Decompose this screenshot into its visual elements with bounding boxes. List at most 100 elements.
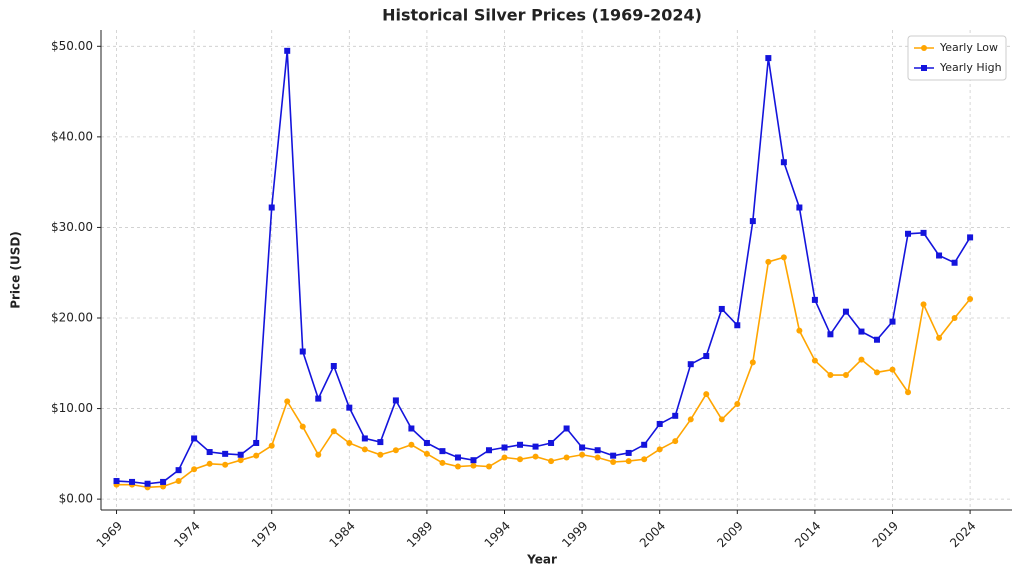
marker xyxy=(423,450,430,457)
x-tick-label: 2019 xyxy=(870,519,901,550)
marker xyxy=(113,478,120,485)
marker xyxy=(408,425,415,432)
marker xyxy=(656,446,663,453)
marker xyxy=(160,478,167,485)
marker xyxy=(361,446,368,453)
marker xyxy=(517,441,524,448)
marker xyxy=(485,447,492,454)
legend-label: Yearly Low xyxy=(939,41,998,54)
x-tick-label: 1994 xyxy=(482,519,513,550)
y-tick-label: $30.00 xyxy=(51,220,93,234)
marker xyxy=(268,204,275,211)
marker xyxy=(175,478,182,485)
marker xyxy=(951,259,958,266)
marker xyxy=(206,460,213,467)
marker xyxy=(811,357,818,364)
marker xyxy=(284,398,291,405)
marker xyxy=(625,449,632,456)
marker xyxy=(408,441,415,448)
marker xyxy=(920,229,927,236)
marker xyxy=(734,401,741,408)
x-axis-label: Year xyxy=(526,553,557,567)
marker xyxy=(579,451,586,458)
marker xyxy=(361,435,368,442)
y-tick-label: $0.00 xyxy=(59,492,93,506)
marker xyxy=(780,159,787,166)
marker xyxy=(454,463,461,470)
marker xyxy=(641,456,648,463)
marker xyxy=(967,234,974,241)
marker xyxy=(548,439,555,446)
marker xyxy=(299,348,306,355)
marker xyxy=(222,450,229,457)
marker xyxy=(889,366,896,373)
marker xyxy=(610,459,617,465)
marker xyxy=(703,353,710,360)
marker xyxy=(532,453,539,460)
x-tick-label: 1979 xyxy=(249,519,280,550)
x-tick-label: 2004 xyxy=(637,519,668,550)
marker xyxy=(284,47,291,54)
marker xyxy=(439,459,446,466)
x-tick-label: 1999 xyxy=(559,519,590,550)
marker xyxy=(470,462,477,469)
marker xyxy=(160,483,167,490)
marker xyxy=(299,423,306,430)
marker xyxy=(470,457,477,464)
marker xyxy=(191,435,198,442)
marker xyxy=(672,412,679,419)
marker xyxy=(377,451,384,458)
marker xyxy=(920,301,927,308)
marker xyxy=(967,295,974,302)
x-tick-label: 2014 xyxy=(792,519,823,550)
marker xyxy=(454,454,461,461)
series-line xyxy=(116,256,971,489)
y-tick-label: $10.00 xyxy=(51,401,93,415)
marker xyxy=(330,363,337,369)
marker xyxy=(253,452,260,459)
marker xyxy=(532,443,539,450)
x-tick-label: 2009 xyxy=(714,519,745,550)
marker xyxy=(656,420,663,427)
legend-label: Yearly High xyxy=(939,61,1002,74)
marker xyxy=(765,258,772,265)
marker xyxy=(501,444,508,451)
marker xyxy=(905,389,912,396)
marker xyxy=(765,55,772,62)
marker xyxy=(936,334,943,341)
marker xyxy=(687,361,694,368)
marker xyxy=(191,466,198,473)
marker xyxy=(780,254,787,261)
marker xyxy=(330,428,337,435)
marker xyxy=(827,372,834,379)
marker xyxy=(936,252,943,259)
marker xyxy=(237,457,244,464)
marker xyxy=(718,305,725,312)
marker xyxy=(594,447,601,454)
marker xyxy=(346,404,353,411)
marker xyxy=(501,454,508,461)
x-tick-label: 1989 xyxy=(404,519,435,550)
marker xyxy=(315,451,322,458)
marker xyxy=(641,441,648,448)
marker xyxy=(672,438,679,445)
marker xyxy=(392,447,399,454)
x-tick-label: 1984 xyxy=(326,519,357,550)
marker xyxy=(563,454,570,461)
marker xyxy=(796,204,803,211)
marker xyxy=(827,331,834,338)
marker xyxy=(749,359,756,366)
marker xyxy=(423,439,430,446)
marker xyxy=(610,452,617,459)
x-tick-label: 1974 xyxy=(171,519,202,550)
marker xyxy=(625,458,632,465)
legend-marker xyxy=(921,65,927,71)
y-tick-label: $20.00 xyxy=(51,311,93,325)
x-tick-label: 2024 xyxy=(947,519,978,550)
marker xyxy=(517,456,524,463)
y-axis-label: Price (USD) xyxy=(9,231,23,309)
marker xyxy=(237,451,244,458)
x-tick-label: 1969 xyxy=(94,519,125,550)
marker xyxy=(687,416,694,423)
